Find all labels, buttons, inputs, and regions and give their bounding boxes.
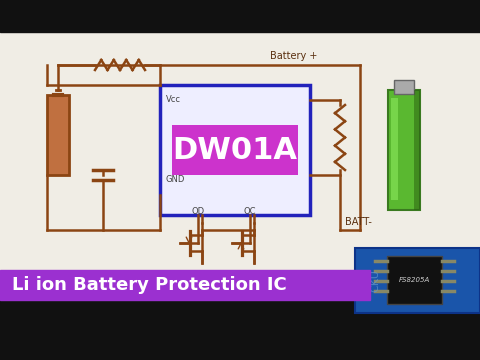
Bar (0, 328, 480, 360)
Text: DW01A: DW01A (172, 135, 298, 165)
Bar (414, 90, 420, 210)
Text: OD: OD (192, 207, 204, 216)
Bar (387, 256, 442, 304)
Text: GND: GND (166, 175, 185, 184)
Bar (160, 85, 310, 215)
Text: FS8205A: FS8205A (399, 277, 430, 283)
Bar (391, 98, 398, 200)
Bar (388, 90, 420, 210)
Bar (47, 95, 69, 175)
Text: Li ion Battery Protection IC: Li ion Battery Protection IC (12, 276, 287, 294)
Text: Vcc: Vcc (166, 95, 181, 104)
Bar (0, 32, 480, 292)
Text: BATT-: BATT- (345, 217, 372, 227)
Text: Battery +: Battery + (270, 51, 317, 61)
Bar (0, 270, 370, 300)
Text: OC: OC (244, 207, 256, 216)
Text: CKU: CKU (370, 269, 380, 292)
Bar (0, 0, 480, 32)
Bar (172, 125, 298, 175)
Bar (355, 248, 480, 313)
Bar (394, 80, 414, 94)
